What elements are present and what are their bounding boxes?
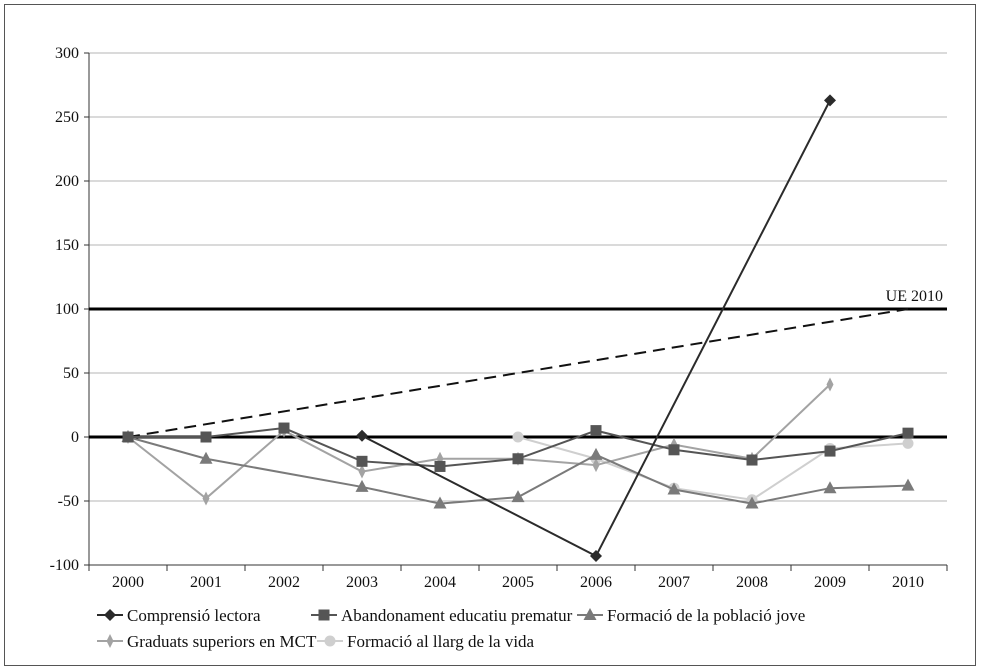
legend-marker [106, 634, 114, 648]
y-tick-label: 200 [55, 173, 79, 190]
data-point [824, 94, 836, 107]
data-point [823, 481, 837, 494]
x-tick-label: 2009 [814, 574, 846, 591]
y-tick-label: 150 [55, 237, 79, 254]
legend-label: Formació al llarg de la vida [347, 632, 535, 651]
y-tick-label: -50 [58, 493, 79, 510]
legend-label: Formació de la població jove [607, 606, 805, 625]
data-point [358, 464, 366, 479]
data-point [826, 377, 834, 392]
data-point [902, 427, 914, 439]
series-graduats-superiors-en-mct [124, 377, 834, 506]
data-point [202, 491, 210, 506]
data-point [355, 479, 369, 492]
legend-item: Formació de la població jove [577, 606, 805, 625]
data-point [824, 445, 836, 457]
y-tick-label: 300 [55, 45, 79, 62]
legend-label: Comprensió lectora [127, 606, 261, 625]
x-tick-label: 2006 [580, 574, 612, 591]
legend-item: Abandonament educatiu prematur [311, 606, 573, 625]
data-point [668, 444, 680, 456]
line-chart: -100 -50 0 50 100 150 200 250 300 2000 2001 2002 200… [50, 45, 948, 651]
y-tick-label: -100 [50, 557, 79, 574]
series-abandonament-educatiu-prematur [122, 422, 914, 472]
legend-label: Graduats superiors en MCT [127, 632, 317, 651]
y-tick-label: 250 [55, 109, 79, 126]
legend-marker [104, 609, 116, 621]
x-tick-label: 2003 [346, 574, 378, 591]
legend-item: Comprensió lectora [97, 606, 261, 625]
x-tick-label: 2000 [112, 574, 144, 591]
x-tick-label: 2004 [424, 574, 456, 591]
data-point [356, 429, 368, 442]
legend-marker [318, 609, 330, 621]
chart-frame: -100 -50 0 50 100 150 200 250 300 2000 2001 2002 200… [4, 4, 976, 666]
data-point [434, 460, 446, 472]
data-point [667, 482, 681, 495]
data-point [199, 451, 213, 464]
data-point [745, 496, 759, 509]
y-tick-label: 100 [55, 301, 79, 318]
data-point [902, 437, 914, 449]
series-line [127, 436, 909, 505]
legend-item: Graduats superiors en MCT [97, 632, 317, 651]
data-point [356, 455, 368, 467]
y-tick-label: 0 [71, 429, 79, 446]
data-point [433, 496, 447, 509]
data-point [200, 431, 212, 443]
series-comprensio-lectora [356, 94, 836, 563]
data-point [511, 490, 525, 503]
x-tick-label: 2008 [736, 574, 768, 591]
x-tick-label: 2001 [190, 574, 222, 591]
legend-item: Formació al llarg de la vida [317, 632, 535, 651]
x-tick-label: 2005 [502, 574, 534, 591]
reference-line-label: UE 2010 [886, 288, 943, 305]
series-line [361, 99, 831, 558]
y-tick-label: 50 [63, 365, 79, 382]
data-point [122, 431, 134, 443]
data-point [746, 454, 758, 466]
legend-marker [583, 608, 597, 620]
data-point [512, 431, 524, 443]
data-point [592, 458, 600, 473]
data-point [590, 550, 602, 563]
data-point [589, 447, 603, 460]
legend-label: Abandonament educatiu prematur [341, 606, 573, 625]
data-point [590, 425, 602, 437]
data-point [278, 422, 290, 434]
x-tick-label: 2010 [892, 574, 924, 591]
data-point [512, 453, 524, 465]
legend-marker [324, 635, 336, 647]
x-tick-label: 2007 [658, 574, 690, 591]
x-tick-label: 2002 [268, 574, 300, 591]
series-line [127, 383, 831, 500]
series-formacio-de-la-poblacio-jove [121, 430, 915, 509]
data-point [901, 478, 915, 491]
